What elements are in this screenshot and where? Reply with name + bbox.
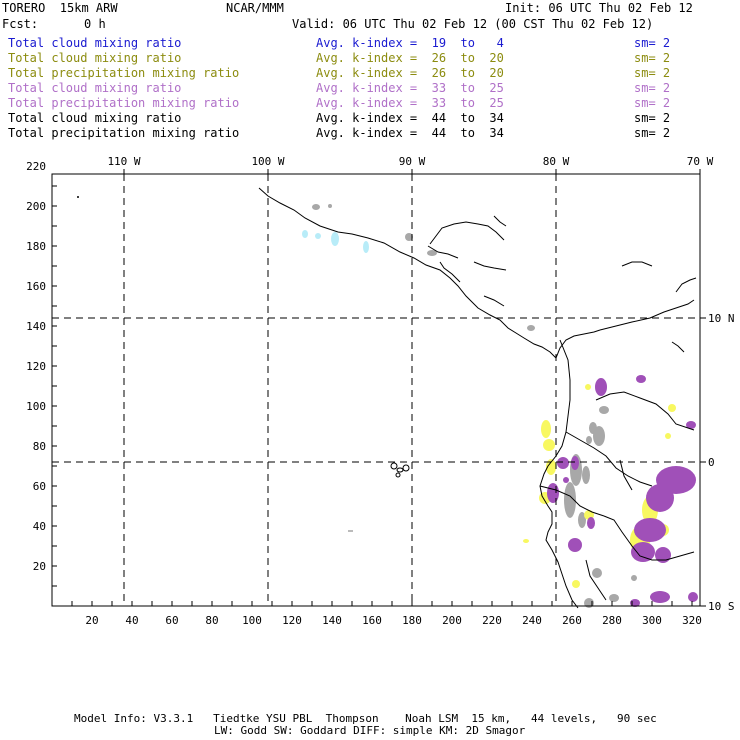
- legend-sm-5: sm= 2: [634, 111, 671, 125]
- gray-patches: [312, 204, 637, 608]
- purple-patches: [547, 375, 698, 607]
- legend-kindex-1: Avg. k-index = 26 to 20: [316, 51, 504, 65]
- y-tick-label: 140: [26, 320, 46, 333]
- lon-label: 70 W: [687, 155, 714, 168]
- lon-label: 90 W: [399, 155, 426, 168]
- axis-labels: 20 40 60 80 100 120 140 160 180 200 220 240 260 280 30…: [26, 155, 734, 627]
- y-tick-label: 80: [33, 440, 46, 453]
- legend-field-3: Total cloud mixing ratio: [8, 81, 182, 95]
- x-tick-label: 280: [602, 614, 622, 627]
- y-tick-label: 60: [33, 480, 46, 493]
- y-tick-label: 40: [33, 520, 46, 533]
- legend-field-0: Total cloud mixing ratio: [8, 36, 182, 50]
- coastlines: [258, 187, 697, 609]
- y-tick-label: 120: [26, 360, 46, 373]
- legend-sm-3: sm= 2: [634, 81, 671, 95]
- x-tick-label: 60: [165, 614, 178, 627]
- galapagos-islands: [390, 462, 410, 478]
- latlon-grid: [52, 174, 700, 606]
- y-tick-label: 20: [33, 560, 46, 573]
- y-tick-label: 220: [26, 160, 46, 173]
- valid-time: Valid: 06 UTC Thu 02 Feb 12 (00 CST Thu …: [292, 17, 654, 31]
- y-tick-label: 100: [26, 400, 46, 413]
- axis-ticks: [51, 169, 706, 607]
- x-tick-label: 40: [125, 614, 138, 627]
- x-tick-label: 180: [402, 614, 422, 627]
- forecast-label: Fcst:: [2, 17, 39, 31]
- y-tick-label: 200: [26, 200, 46, 213]
- lon-label: 80 W: [543, 155, 570, 168]
- x-tick-label: 20: [85, 614, 98, 627]
- x-tick-label: 300: [642, 614, 662, 627]
- legend-kindex-2: Avg. k-index = 26 to 20: [316, 66, 504, 80]
- y-tick-label: 180: [26, 240, 46, 253]
- x-tick-label: 320: [682, 614, 702, 627]
- legend-sm-0: sm= 2: [634, 36, 671, 50]
- island-dot: [77, 196, 79, 198]
- x-tick-label: 80: [205, 614, 218, 627]
- x-tick-label: 200: [442, 614, 462, 627]
- legend-sm-1: sm= 2: [634, 51, 671, 65]
- x-tick-label: 120: [282, 614, 302, 627]
- legend-field-4: Total precipitation mixing ratio: [8, 96, 240, 110]
- lon-label: 100 W: [251, 155, 284, 168]
- legend-kindex-0: Avg. k-index = 19 to 4: [316, 36, 504, 50]
- light-blue-patches: [302, 230, 369, 253]
- lat-label: 10 N: [708, 312, 735, 325]
- lon-label: 110 W: [107, 155, 140, 168]
- x-tick-label: 260: [562, 614, 582, 627]
- init-time: Init: 06 UTC Thu 02 Feb 12: [505, 1, 693, 15]
- lat-label: 0: [708, 456, 715, 469]
- center-label: NCAR/MMM: [226, 1, 284, 15]
- legend-field-5: Total cloud mixing ratio: [8, 111, 182, 125]
- model-title: TORERO 15km ARW: [2, 1, 118, 15]
- y-tick-label: 160: [26, 280, 46, 293]
- legend-field-2: Total precipitation mixing ratio: [8, 66, 240, 80]
- legend-sm-2: sm= 2: [634, 66, 671, 80]
- footer-physics: LW: Godd SW: Goddard DIFF: simple KM: 2D…: [214, 724, 526, 737]
- x-tick-label: 220: [482, 614, 502, 627]
- legend-kindex-3: Avg. k-index = 33 to 25: [316, 81, 504, 95]
- x-tick-label: 160: [362, 614, 382, 627]
- x-tick-label: 240: [522, 614, 542, 627]
- legend-field-6: Total precipitation mixing ratio: [8, 126, 240, 140]
- footer-model-info: Model Info: V3.3.1 Tiedtke YSU PBL Thomp…: [74, 712, 657, 725]
- x-tick-label: 100: [242, 614, 262, 627]
- legend-kindex-5: Avg. k-index = 44 to 34: [316, 111, 504, 125]
- legend-kindex-6: Avg. k-index = 44 to 34: [316, 126, 504, 140]
- lat-label: 10 S: [708, 600, 735, 613]
- legend-field-1: Total cloud mixing ratio: [8, 51, 182, 65]
- plot-frame: [51, 173, 701, 607]
- country-borders: [427, 245, 695, 601]
- forecast-hour: 0 h: [84, 17, 106, 31]
- legend-sm-6: sm= 2: [634, 126, 671, 140]
- legend-sm-4: sm= 2: [634, 96, 671, 110]
- x-tick-label: 140: [322, 614, 342, 627]
- legend-kindex-4: Avg. k-index = 33 to 25: [316, 96, 504, 110]
